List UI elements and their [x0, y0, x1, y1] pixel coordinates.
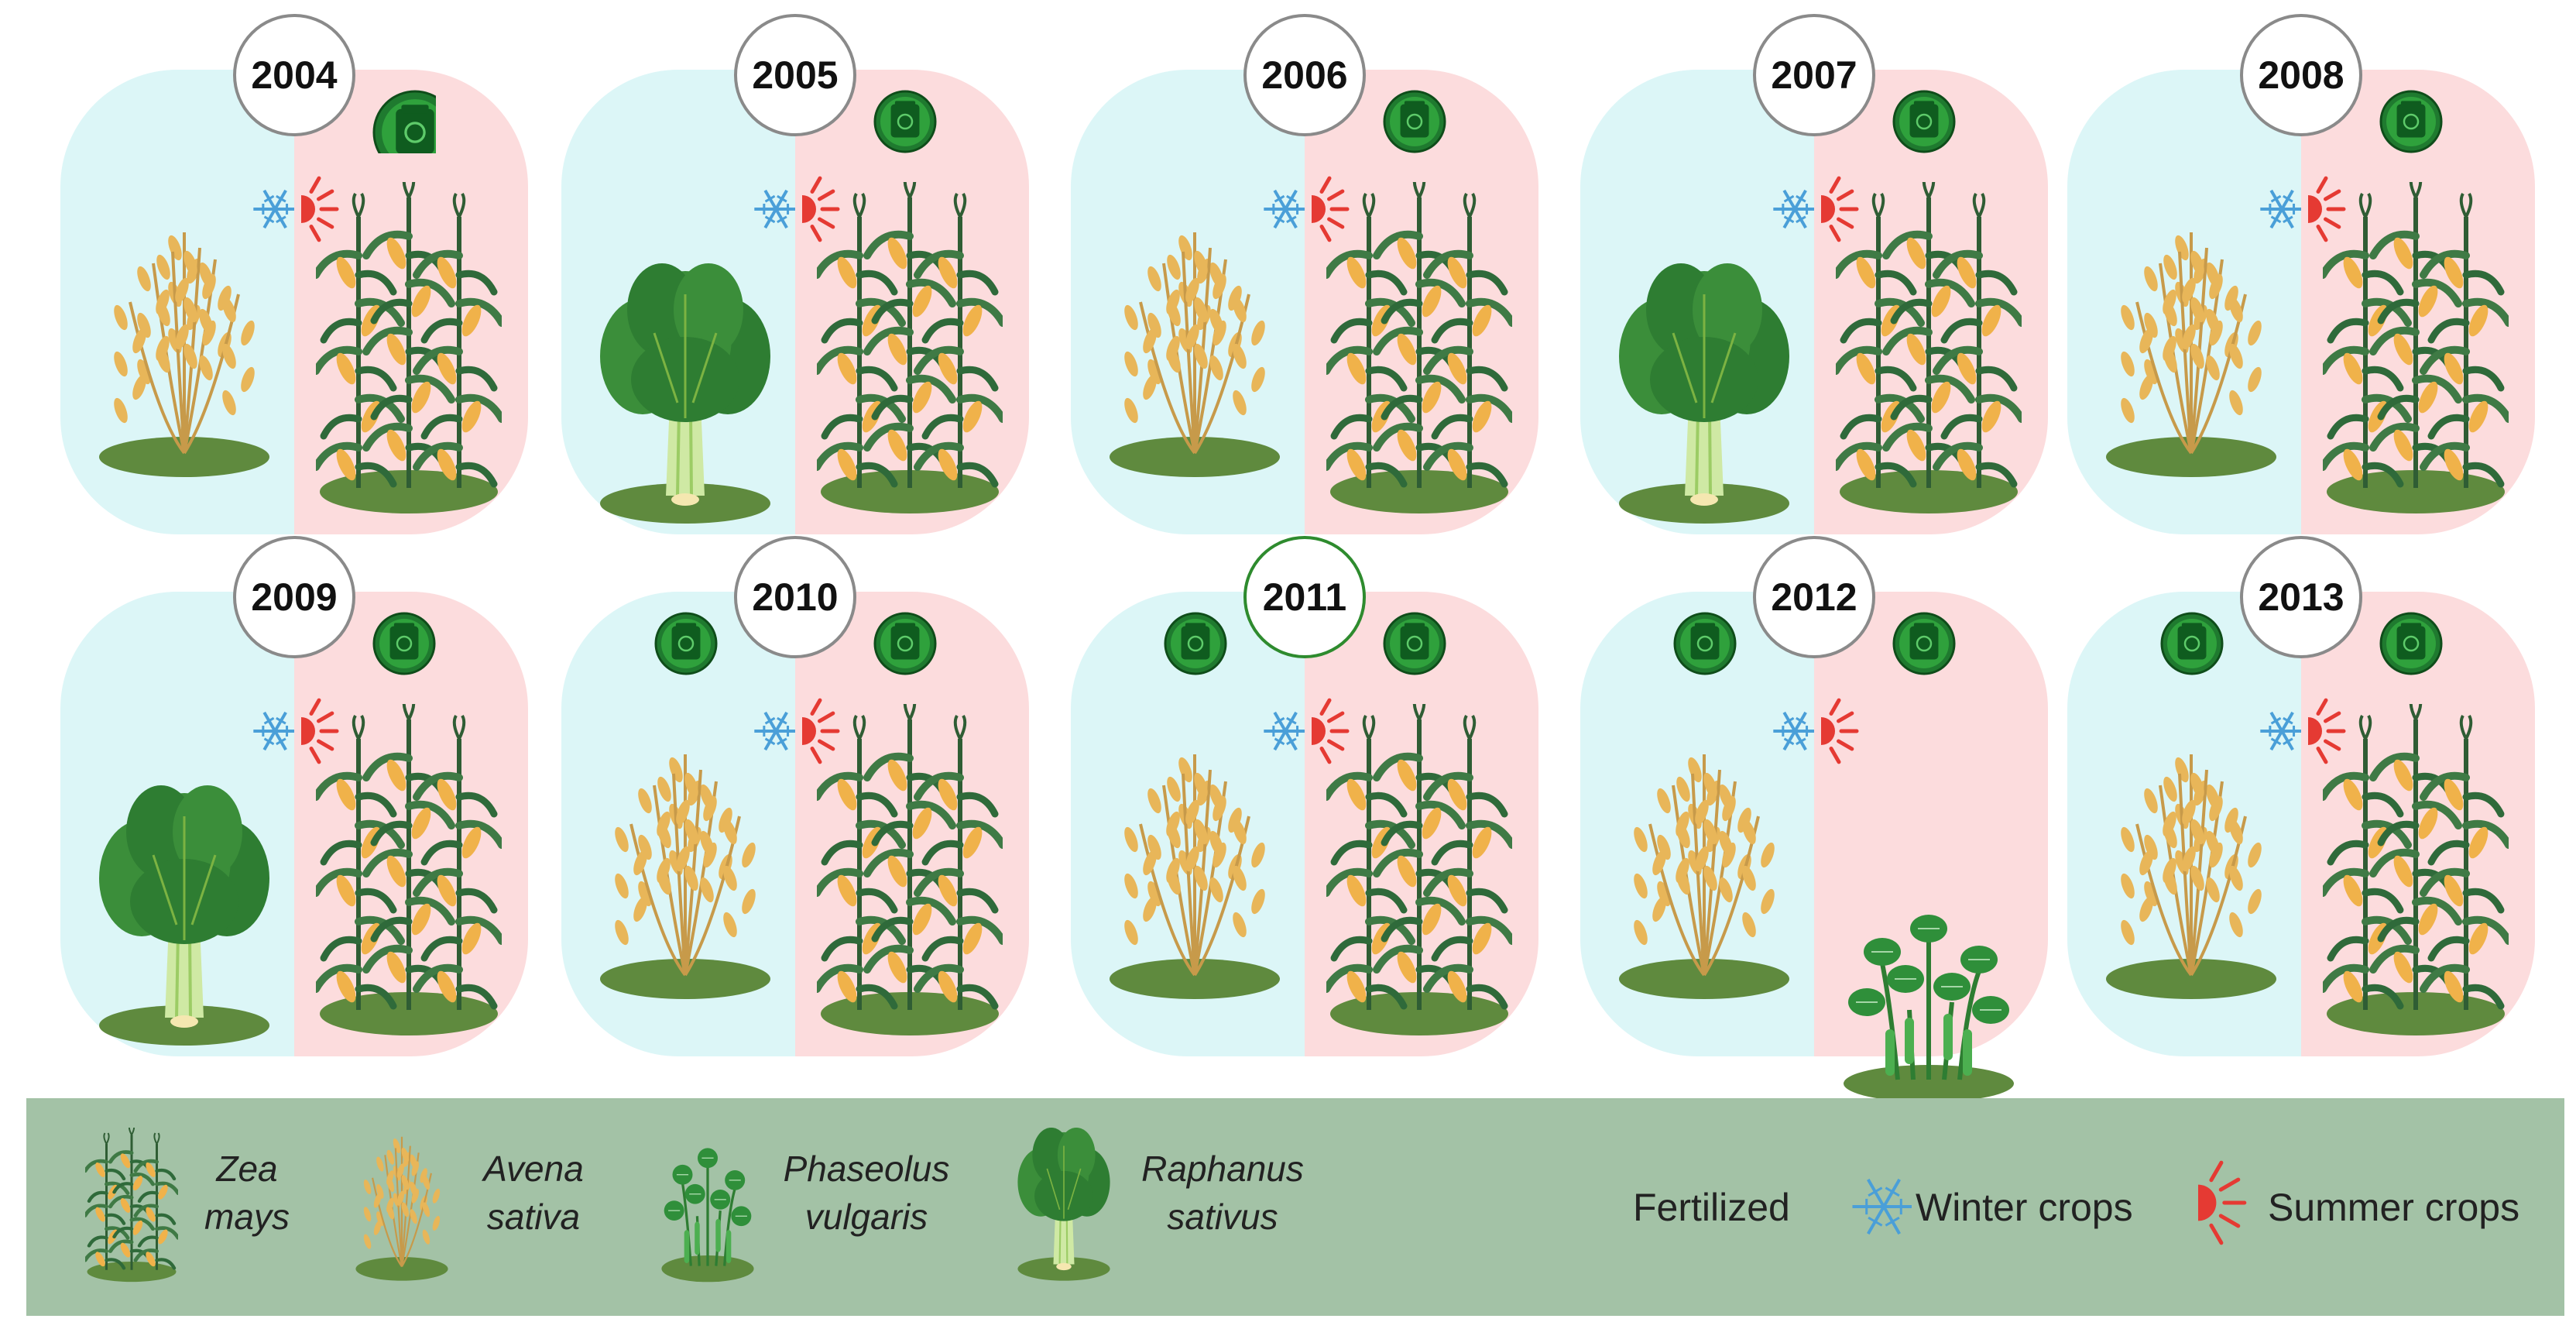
- snowflake-icon: [1773, 711, 1814, 751]
- snowflake-icon: [1852, 1178, 1912, 1235]
- zea-plant-icon: [316, 704, 502, 1035]
- fertilized-icon: [1164, 612, 1227, 675]
- legend-fertilized-label: Fertilized: [1633, 1186, 1790, 1229]
- legend-raphanus-line1: Raphanus: [1141, 1149, 1304, 1189]
- fertilized-icon: [2379, 612, 2443, 675]
- fertilized-icon: [372, 612, 436, 675]
- legend-avena-line2: sativa: [486, 1197, 581, 1237]
- year-label: 2011: [1243, 536, 1366, 658]
- zea-plant-icon: [1326, 704, 1512, 1035]
- fertilized-icon: [873, 612, 937, 675]
- sun-rays-icon: [2308, 176, 2346, 242]
- fertilized-icon: [1892, 612, 1956, 675]
- zea-plant-icon: [817, 704, 1003, 1035]
- year-label: 2010: [734, 536, 856, 658]
- snowflake-icon: [754, 189, 795, 229]
- sun-rays-icon: [2198, 1160, 2247, 1245]
- zea-plant-icon: [1836, 182, 2022, 513]
- snowflake-icon: [2260, 711, 2301, 751]
- year-label: 2013: [2240, 536, 2362, 658]
- avena-plant-icon: [1110, 232, 1280, 477]
- fertilized-icon: [1525, 1164, 1610, 1249]
- zea-plant-icon: [316, 182, 502, 513]
- legend-zea-line1: Zea: [216, 1149, 278, 1189]
- legend-winter-label: Winter crops: [1916, 1186, 2133, 1229]
- phaseolus-vulgaris-icon: [661, 1148, 754, 1283]
- year-label: 2009: [233, 536, 355, 658]
- sun-rays-icon: [2308, 698, 2346, 764]
- avena-plant-icon: [99, 232, 269, 477]
- legend-raphanus-line2: sativus: [1167, 1197, 1278, 1237]
- fertilized-icon: [1383, 612, 1446, 675]
- year-label: 2007: [1753, 14, 1875, 136]
- snowflake-icon: [1773, 189, 1814, 229]
- zea-plant-icon: [2323, 704, 2509, 1035]
- zea-mays-icon: [85, 1128, 178, 1283]
- legend-summer-label: Summer crops: [2268, 1186, 2520, 1229]
- sun-rays-icon: [802, 698, 840, 764]
- raphanus-plant-icon: [99, 785, 269, 1046]
- snowflake-icon: [253, 189, 294, 229]
- fertilized-icon: [1892, 90, 1956, 153]
- zea-plant-icon: [2323, 182, 2509, 513]
- year-label: 2008: [2240, 14, 2362, 136]
- snowflake-icon: [754, 711, 795, 751]
- avena-sativa-icon: [355, 1136, 448, 1281]
- sun-rays-icon: [1821, 176, 1859, 242]
- year-label: 2012: [1753, 536, 1875, 658]
- fertilized-icon: [2160, 612, 2224, 675]
- phaseolus-plant-icon: [1844, 915, 2014, 1102]
- year-label: 2005: [734, 14, 856, 136]
- fertilized-icon: [873, 90, 937, 153]
- raphanus-sativus-icon: [1017, 1128, 1110, 1281]
- sun-rays-icon: [1312, 176, 1350, 242]
- sun-rays-icon: [301, 698, 339, 764]
- legend-avena-line1: Avena: [483, 1149, 584, 1189]
- sun-rays-icon: [802, 176, 840, 242]
- fertilized-icon: [2379, 90, 2443, 153]
- avena-plant-icon: [1619, 754, 1789, 999]
- avena-plant-icon: [600, 754, 770, 999]
- avena-plant-icon: [2106, 754, 2276, 999]
- zea-plant-icon: [817, 182, 1003, 513]
- sun-rays-icon: [301, 176, 339, 242]
- legend-phaseolus-line1: Phaseolus: [783, 1149, 950, 1189]
- year-label: 2004: [233, 14, 355, 136]
- sun-rays-icon: [1312, 698, 1350, 764]
- raphanus-plant-icon: [600, 263, 770, 524]
- legend-phaseolus-line2: vulgaris: [804, 1197, 928, 1237]
- legend-zea-line2: mays: [204, 1197, 290, 1237]
- snowflake-icon: [1264, 711, 1305, 751]
- raphanus-plant-icon: [1619, 263, 1789, 524]
- year-label: 2006: [1243, 14, 1366, 136]
- avena-plant-icon: [2106, 232, 2276, 477]
- snowflake-icon: [253, 711, 294, 751]
- snowflake-icon: [1264, 189, 1305, 229]
- fertilized-icon: [654, 612, 718, 675]
- zea-plant-icon: [1326, 182, 1512, 513]
- fertilized-icon: [1673, 612, 1737, 675]
- avena-plant-icon: [1110, 754, 1280, 999]
- snowflake-icon: [2260, 189, 2301, 229]
- fertilized-icon: [1383, 90, 1446, 153]
- legend: Zea mays Avena sativa Phaseolus vulgaris…: [26, 1098, 2564, 1316]
- sun-rays-icon: [1821, 698, 1859, 764]
- fertilized-icon: [372, 90, 436, 153]
